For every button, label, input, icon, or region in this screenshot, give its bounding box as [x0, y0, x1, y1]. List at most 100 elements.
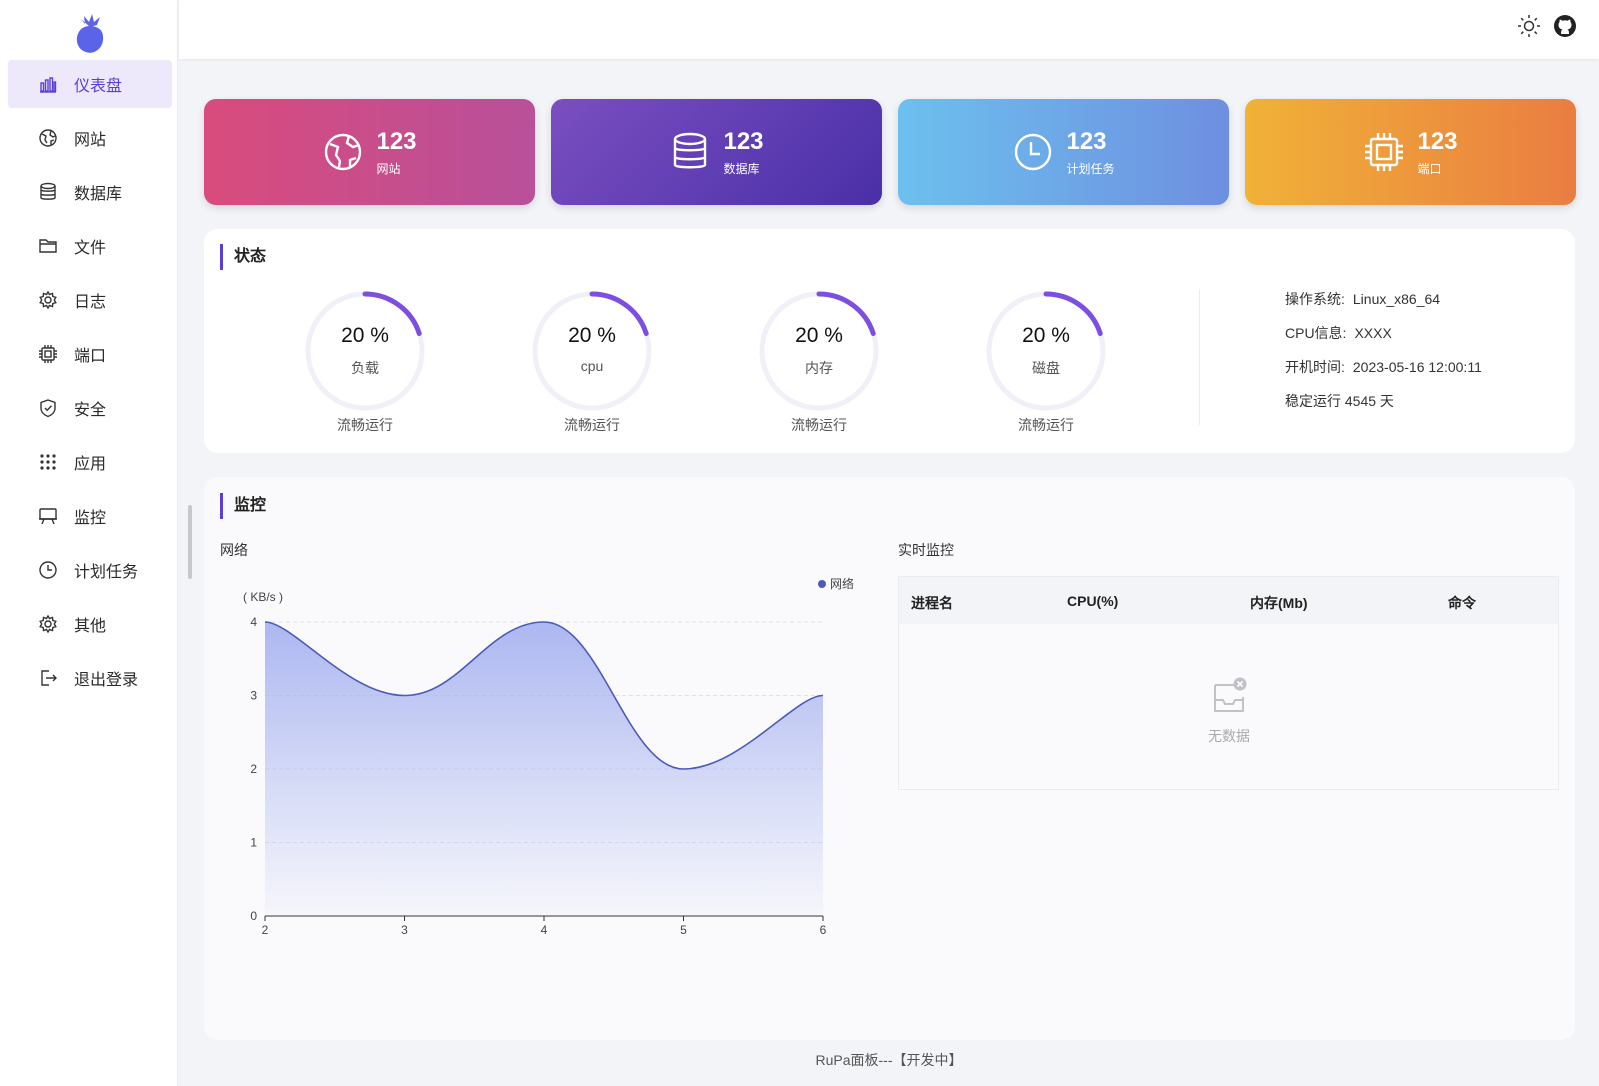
col-memory[interactable]: 内存(Mb) — [1250, 595, 1308, 611]
system-info: 操作系统: Linux_x86_64 CPU信息: XXXX 开机时间: 2023-0… — [1285, 289, 1482, 425]
sidebar-item-label: 计划任务 — [74, 564, 139, 581]
empty-text: 无数据 — [1208, 728, 1250, 744]
x-tick-label: 6 — [820, 923, 827, 937]
gear-icon — [38, 290, 58, 310]
y-tick-label: 3 — [250, 689, 257, 703]
x-tick-label: 4 — [541, 923, 548, 937]
stat-label: 数据库 — [723, 161, 760, 176]
gauge-value: 20 % — [568, 324, 616, 347]
sidebar-item-monitor[interactable]: 监控 — [8, 492, 172, 540]
chip-icon — [1365, 133, 1404, 171]
stat-card-cron[interactable]: 123 计划任务 — [898, 99, 1229, 205]
y-tick-label: 1 — [250, 836, 257, 850]
process-table: 进程名 CPU(%) 内存(Mb) 命令 无数据 — [898, 576, 1559, 790]
stat-value: 123 — [1417, 127, 1458, 155]
sidebar-item-label: 日志 — [74, 294, 107, 311]
footer: RuPa面板---【开发中】 — [815, 1052, 963, 1068]
stat-value: 123 — [376, 127, 417, 155]
gauge-status: 流畅运行 — [791, 417, 847, 433]
sidebar-item-security[interactable]: 安全 — [8, 384, 172, 432]
boot-value: 2023-05-16 12:00:11 — [1352, 359, 1482, 375]
cpu-value: XXXX — [1354, 325, 1392, 341]
globe-icon — [38, 128, 58, 148]
gauge-disk: 20 % 磁盘 流畅运行 — [981, 286, 1111, 433]
status-panel: 状态 20 % 负载 流畅运行 20 % cpu 流畅运行 20 % 内存 流畅… — [204, 229, 1575, 453]
sidebar-item-label: 文件 — [74, 240, 107, 257]
stat-value: 123 — [1066, 127, 1107, 155]
sidebar-item-apps[interactable]: 应用 — [8, 438, 172, 486]
x-tick-label: 5 — [680, 923, 687, 937]
top-header — [179, 0, 1599, 59]
uptime: 稳定运行 4545 天 — [1285, 393, 1394, 409]
gauge-status: 流畅运行 — [564, 417, 620, 433]
grid-icon — [38, 452, 58, 472]
gauge-arc — [759, 291, 879, 411]
stat-value: 123 — [723, 127, 764, 155]
gauge-load: 20 % 负载 流畅运行 — [300, 286, 430, 433]
sidebar-item-ports[interactable]: 端口 — [8, 330, 172, 378]
stat-label: 计划任务 — [1066, 161, 1115, 176]
empty-inbox-icon — [1214, 677, 1247, 712]
gauge-ring — [532, 291, 652, 411]
col-cpu[interactable]: CPU(%) — [1067, 593, 1119, 609]
sidebar-item-label: 端口 — [74, 348, 107, 365]
gauge-cpu: 20 % cpu 流畅运行 — [527, 286, 657, 433]
monitor-icon — [38, 506, 58, 526]
sidebar-scrollbar[interactable] — [188, 505, 192, 579]
sidebar-nav: 仪表盘 网站 数据库 文件 日志 — [8, 60, 172, 708]
sidebar-item-label: 数据库 — [74, 186, 123, 203]
network-chart: 0 1 2 3 4 2 3 4 5 6 ( KB/s ) 网络 — [243, 576, 854, 937]
database-icon — [674, 132, 707, 169]
monitor-title: 监控 — [220, 493, 266, 519]
bar-chart-icon — [38, 74, 58, 94]
sidebar-item-label: 安全 — [74, 402, 107, 419]
sidebar-item-logs[interactable]: 日志 — [8, 276, 172, 324]
sidebar-item-label: 网站 — [74, 132, 107, 149]
divider — [1199, 289, 1200, 425]
chip-icon — [38, 344, 58, 364]
realtime-label: 实时监控 — [898, 542, 954, 558]
gauge-ring — [305, 291, 425, 411]
gauge-ring — [986, 291, 1106, 411]
sidebar-item-websites[interactable]: 网站 — [8, 114, 172, 162]
stat-card-database[interactable]: 123 数据库 — [551, 99, 882, 205]
gauge-status: 流畅运行 — [1018, 417, 1074, 433]
sidebar-item-files[interactable]: 文件 — [8, 222, 172, 270]
sidebar-item-label: 监控 — [74, 510, 107, 527]
database-icon — [38, 182, 58, 202]
col-command[interactable]: 命令 — [1448, 595, 1476, 611]
sun-icon[interactable] — [1516, 13, 1542, 39]
gauge-label: 磁盘 — [1032, 360, 1060, 376]
x-tick-label: 2 — [262, 923, 269, 937]
stat-card-websites[interactable]: 123 网站 — [204, 99, 535, 205]
github-icon[interactable] — [1552, 13, 1578, 39]
os-value: Linux_x86_64 — [1352, 291, 1441, 307]
gauge-label: 负载 — [351, 360, 379, 376]
network-label: 网络 — [220, 542, 248, 558]
gauge-label: 内存 — [805, 360, 833, 376]
gauge-label: cpu — [580, 358, 604, 374]
gear-icon — [38, 614, 58, 634]
folder-icon — [38, 236, 58, 256]
logo-icon — [76, 14, 104, 53]
stat-label: 网站 — [376, 161, 401, 176]
sidebar-item-cron[interactable]: 计划任务 — [8, 546, 172, 594]
col-process-name[interactable]: 进程名 — [911, 595, 953, 611]
stat-card-ports[interactable]: 123 端口 — [1245, 99, 1576, 205]
table-header: 进程名 CPU(%) 内存(Mb) 命令 — [899, 577, 1558, 624]
y-tick-label: 2 — [250, 762, 257, 776]
gauge-arc — [986, 291, 1106, 411]
sidebar-item-database[interactable]: 数据库 — [8, 168, 172, 216]
sidebar-item-dashboard[interactable]: 仪表盘 — [8, 60, 172, 108]
shield-icon — [38, 398, 58, 418]
series-area — [265, 622, 823, 916]
x-tick-label: 3 — [401, 923, 408, 937]
os-key: 操作系统: — [1285, 291, 1345, 307]
sidebar-item-other[interactable]: 其他 — [8, 600, 172, 648]
legend-label: 网络 — [830, 576, 854, 591]
sidebar-item-logout[interactable]: 退出登录 — [8, 654, 172, 702]
stat-label: 端口 — [1417, 161, 1442, 176]
clock-icon — [38, 560, 58, 580]
empty-state: 无数据 — [1199, 677, 1259, 746]
gauge-ring — [759, 291, 879, 411]
